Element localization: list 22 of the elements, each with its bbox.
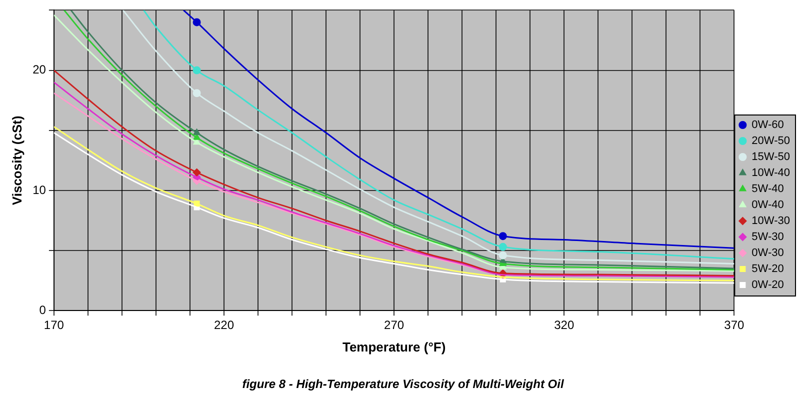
x-tick-label: 270 — [384, 318, 404, 332]
legend-label: 0W-30 — [752, 247, 784, 260]
y-tick-label: 10 — [32, 182, 46, 197]
legend-label: 20W-50 — [752, 135, 790, 148]
text: figure 8 - High-Temperature Viscosity of Multi-Weight Oil — [242, 377, 564, 392]
legend-label: 0W-40 — [752, 199, 784, 212]
legend-label: 0W-60 — [752, 119, 784, 132]
x-tick-label: 370 — [724, 318, 745, 332]
legend-label: 10W-40 — [752, 167, 790, 180]
legend-label: 10W-30 — [752, 215, 790, 228]
x-axis-title: Temperature (°F) — [342, 339, 446, 354]
legend-label: 5W-40 — [752, 183, 784, 196]
x-tick-label: 320 — [554, 318, 574, 332]
x-tick-label: 170 — [44, 318, 64, 332]
legend-label: 5W-30 — [752, 231, 784, 244]
legend-label: 15W-50 — [752, 151, 790, 164]
y-tick-label: 20 — [32, 62, 46, 77]
legend-label: 0W-20 — [752, 279, 784, 292]
y-axis-title: Viscosity (cSt) — [9, 116, 24, 206]
x-tick-label: 220 — [214, 318, 234, 332]
y-tick-label: 0 — [39, 302, 46, 317]
legend-label: 5W-20 — [752, 263, 784, 276]
